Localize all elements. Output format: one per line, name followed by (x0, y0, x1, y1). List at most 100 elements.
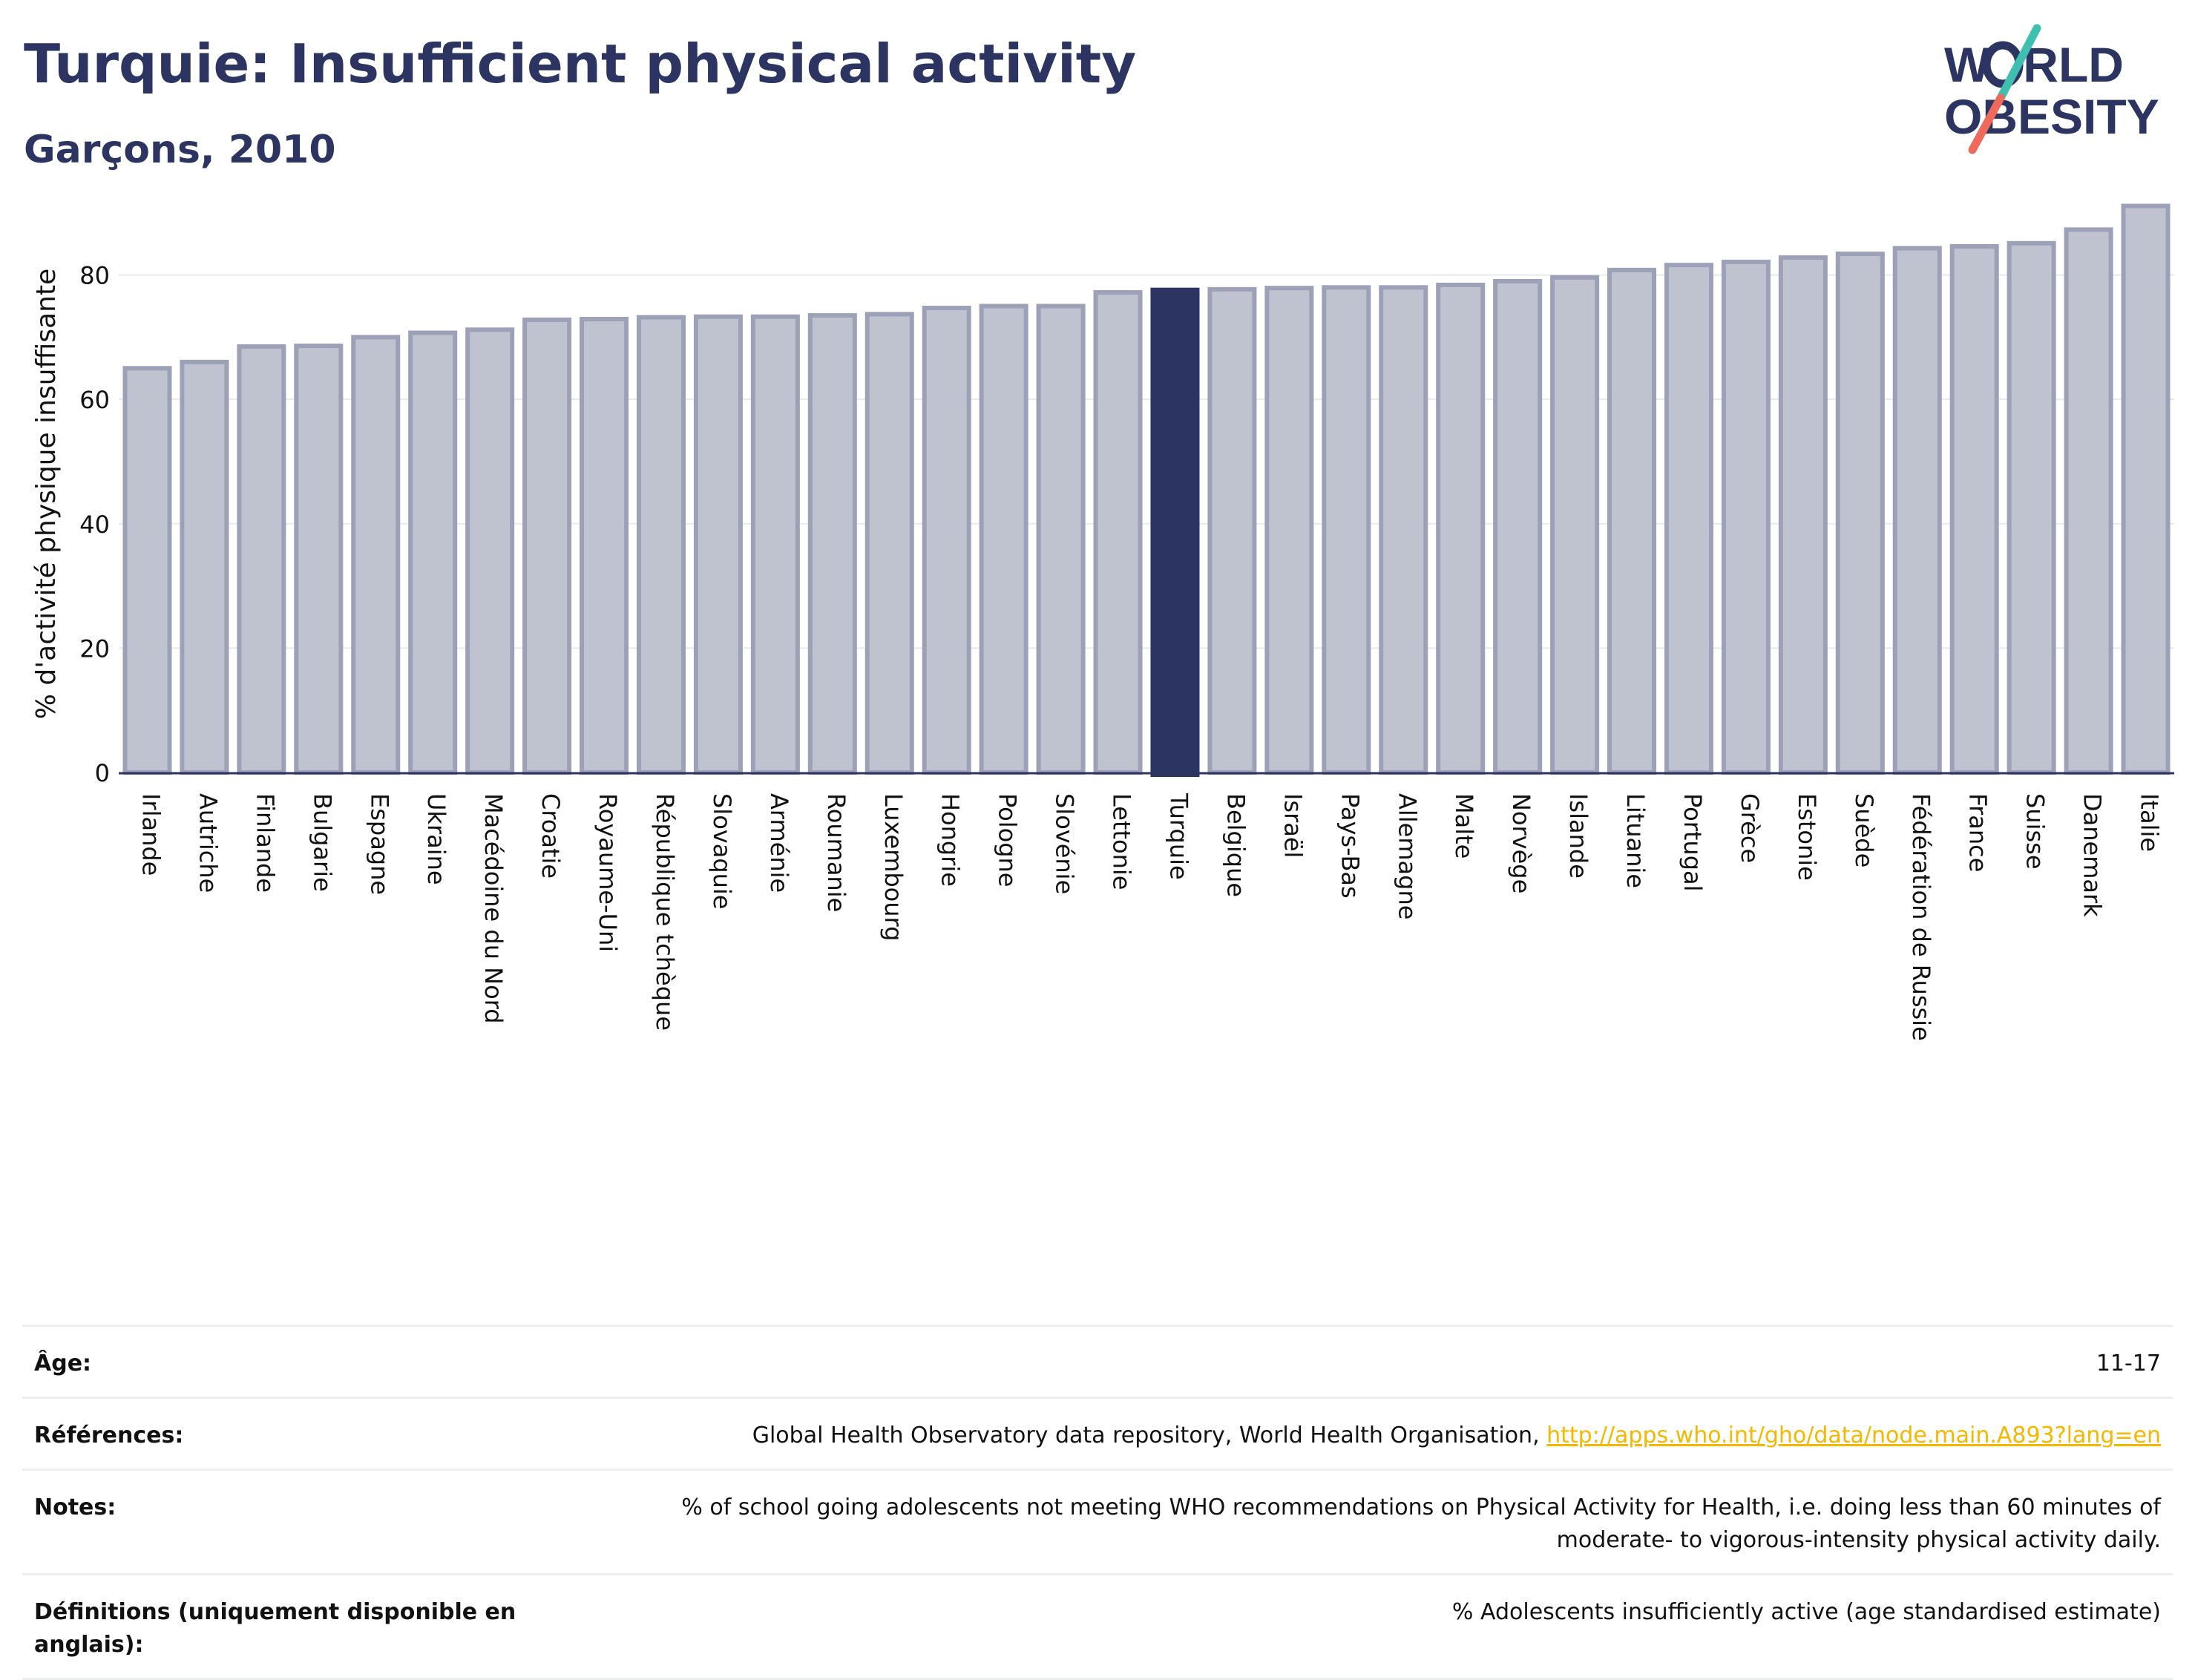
x-tick-label: Lituanie (1621, 793, 1650, 888)
bar (1493, 278, 1543, 775)
bar (1664, 263, 1713, 775)
x-tick-label: Islande (1564, 793, 1592, 879)
x-tick-label: Estonie (1793, 793, 1821, 881)
bar (807, 313, 857, 775)
bar (864, 312, 914, 775)
bar (1550, 275, 1600, 775)
x-tick-label: Suède (1850, 793, 1878, 867)
y-tick-label: 20 (79, 634, 110, 663)
bar (1949, 244, 1999, 775)
bar (237, 344, 286, 775)
bar (2064, 227, 2113, 775)
x-tick-label: Italie (2136, 793, 2164, 852)
bar (1721, 259, 1771, 775)
bar (1264, 286, 1314, 775)
chart-title: Turquie: Insufficient physical activity (24, 33, 1137, 95)
x-tick-label: Pologne (994, 793, 1022, 887)
x-tick-label: Macédoine du Nord (479, 793, 508, 1024)
logo-besity: BESITY (1982, 89, 2159, 144)
y-tick-label: 60 (79, 386, 110, 414)
x-tick-label: Israël (1279, 793, 1307, 858)
info-row-notes: Notes: % of school going adolescents not… (22, 1469, 2173, 1573)
bar (1379, 285, 1428, 775)
x-tick-label: Luxembourg (879, 793, 908, 941)
x-tick-label: France (1964, 793, 1992, 872)
x-tick-label: Turquie (1164, 793, 1192, 880)
world-obesity-logo: W RLD OBESITY (1944, 24, 2159, 154)
bar (351, 335, 401, 775)
x-tick-label: Norvège (1507, 793, 1535, 893)
logo-slash-icon (1996, 24, 2041, 102)
x-tick-label: Autriche (194, 793, 222, 893)
bar (122, 366, 172, 775)
bar (1036, 303, 1086, 775)
svg-text:OBESITY: OBESITY (1944, 89, 2159, 144)
bar (1892, 246, 1942, 775)
y-tick-labels: 0 20 40 60 80 (79, 262, 110, 787)
info-label-age: Âge: (34, 1351, 92, 1377)
bar (693, 314, 743, 775)
info-value-references: Global Health Observatory data repositor… (752, 1420, 2161, 1452)
x-tick-label: Portugal (1679, 793, 1707, 892)
y-tick-label: 80 (79, 262, 110, 290)
info-row-definitions: Définitions (uniquement disponible en an… (22, 1573, 2173, 1680)
info-label-notes: Notes: (34, 1494, 117, 1520)
bar (2007, 240, 2056, 775)
x-tick-label: Roumanie (822, 793, 850, 912)
x-tick-label: Arménie (765, 793, 793, 893)
info-row-references: Références: Global Health Observatory da… (22, 1397, 2173, 1469)
x-tick-label: Allemagne (1393, 793, 1421, 919)
x-tick-label: Ukraine (422, 793, 450, 885)
bar (750, 314, 800, 775)
y-tick-label: 40 (79, 511, 110, 539)
bar (922, 305, 971, 775)
x-tick-label: République tchèque (651, 793, 679, 1031)
info-table: Âge: 11-17 Références: Global Health Obs… (22, 1325, 2173, 1680)
x-tick-label: Royaume-Uni (594, 793, 622, 952)
bar (1607, 267, 1657, 775)
bars (122, 203, 2171, 777)
bar (2121, 203, 2171, 775)
bar (1835, 252, 1885, 775)
bar (1322, 285, 1371, 775)
bar (1207, 286, 1257, 775)
x-tick-label: Grèce (1736, 793, 1764, 863)
x-tick-label: Lettonie (1108, 793, 1136, 890)
bar (294, 344, 344, 775)
info-value-definitions: % Adolescents insufficiently active (age… (1451, 1599, 2161, 1625)
bar-highlighted (1150, 287, 1200, 777)
bar (522, 317, 572, 775)
bar (1778, 255, 1828, 775)
bar (1436, 282, 1486, 775)
info-label-definitions: Définitions (uniquement disponible en an… (34, 1599, 516, 1658)
x-tick-label: Pays-Bas (1336, 793, 1364, 899)
y-axis-title: % d'activité physique insuffisante (31, 269, 62, 719)
bar (636, 315, 686, 775)
x-tick-label: Fédération de Russie (1907, 793, 1935, 1041)
logo-rld: RLD (2023, 37, 2124, 92)
x-tick-label: Suisse (2021, 793, 2050, 870)
y-tick-label: 0 (95, 759, 110, 787)
bar-chart: Irlande Autriche Finlande Bulgarie Espagne Uk… (31, 203, 2174, 1041)
bar (408, 330, 458, 775)
references-link[interactable]: http://apps.who.int/gho/data/node.main.A… (1546, 1423, 2161, 1448)
x-tick-label: Bulgarie (308, 793, 336, 892)
bar (465, 327, 515, 775)
info-row-age: Âge: 11-17 (22, 1325, 2173, 1397)
bar (979, 303, 1028, 775)
x-tick-label: Hongrie (936, 793, 965, 887)
info-value-notes: % of school going adolescents not meetin… (681, 1494, 2161, 1553)
x-tick-label: Malte (1450, 793, 1478, 859)
x-tick-label: Slovénie (1051, 793, 1079, 894)
x-tick-labels: Irlande Autriche Finlande Bulgarie Espagne Uk… (137, 793, 2163, 1041)
bar (1093, 290, 1143, 775)
info-value-age: 11-17 (2096, 1351, 2161, 1377)
x-tick-label: Croatie (537, 793, 565, 879)
chart-subtitle: Garçons, 2010 (24, 128, 336, 172)
gridlines (119, 274, 2174, 649)
x-tick-label: Finlande (251, 793, 279, 893)
x-tick-label: Belgique (1221, 793, 1250, 897)
references-text: Global Health Observatory data repositor… (752, 1423, 1547, 1448)
x-tick-label: Espagne (365, 793, 393, 895)
x-tick-label: Slovaquie (708, 793, 736, 910)
